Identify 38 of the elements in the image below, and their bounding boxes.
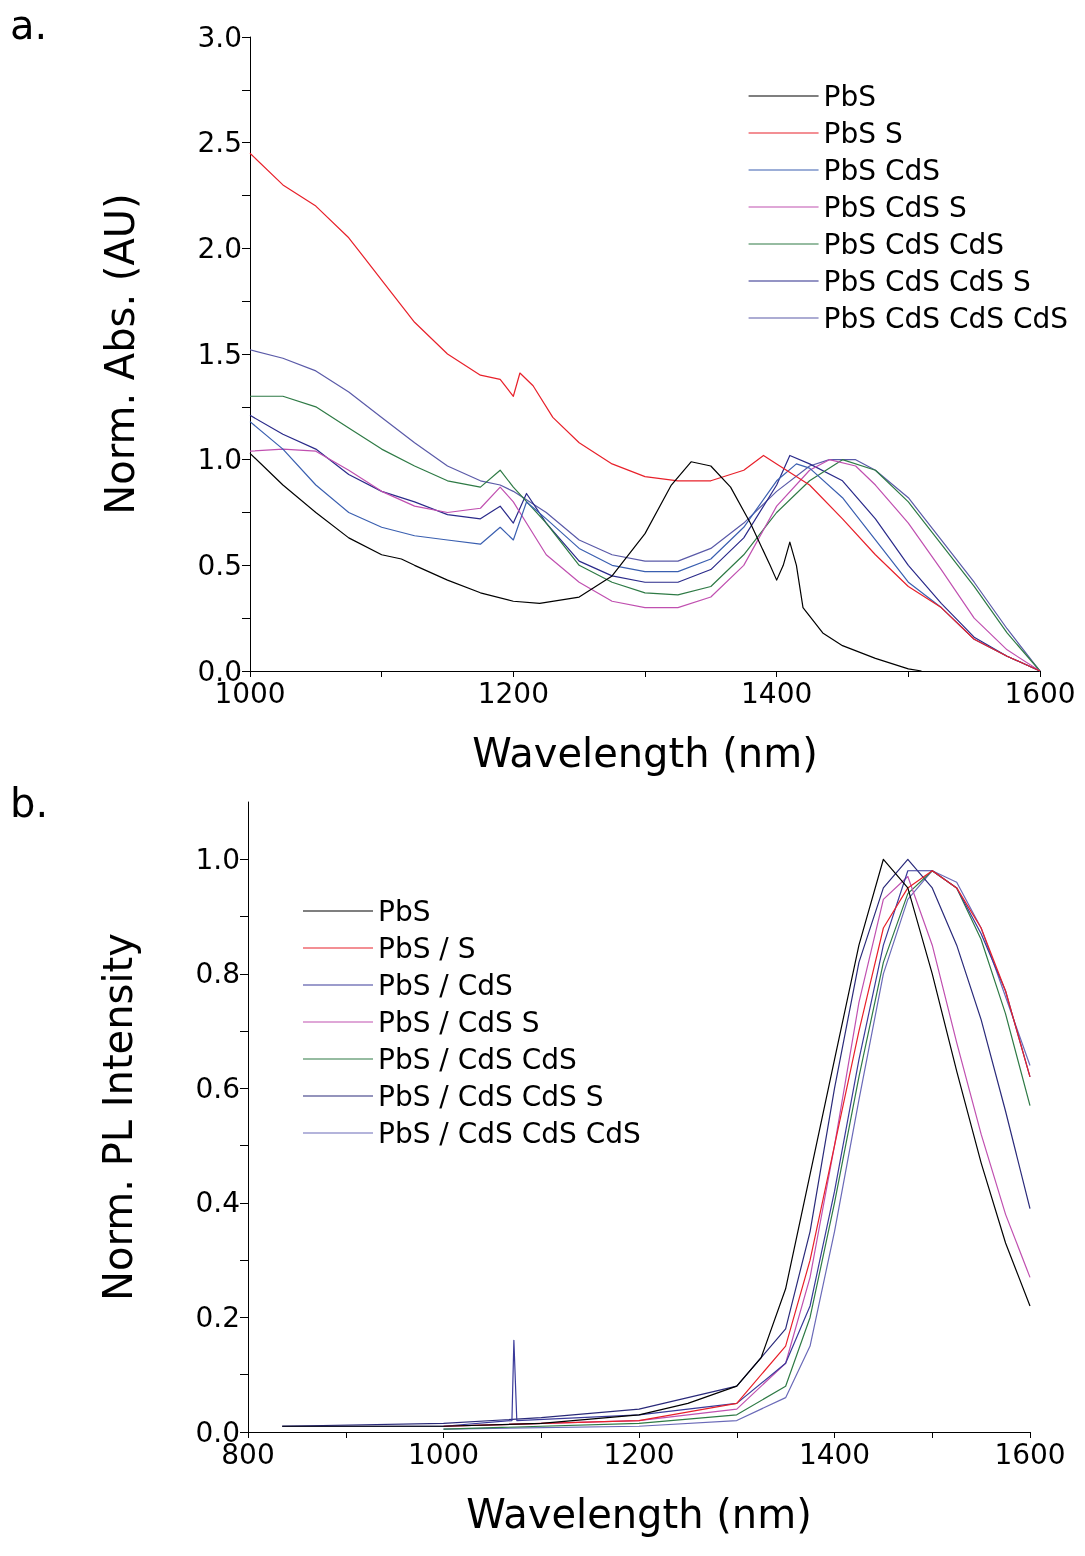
y-tick-label: 1.0 bbox=[197, 443, 242, 477]
y-tick-label: 1.5 bbox=[197, 337, 242, 371]
legend-label: PbS bbox=[378, 894, 431, 928]
legend-label: PbS CdS CdS S bbox=[823, 264, 1031, 298]
text: b. bbox=[10, 780, 49, 826]
y-tick-label: 0.8 bbox=[195, 957, 240, 991]
y-tick-label: 3.0 bbox=[197, 20, 242, 54]
x-tick-label: 1200 bbox=[477, 676, 549, 710]
legend-label: PbS CdS CdS bbox=[823, 227, 1005, 261]
legend-label: PbS / CdS bbox=[378, 968, 513, 1002]
legend-label: PbS / CdS S bbox=[378, 1005, 540, 1039]
legend-label: PbS / CdS CdS CdS bbox=[378, 1116, 641, 1150]
legend-label: PbS CdS S bbox=[823, 190, 967, 224]
text: a. bbox=[10, 2, 48, 48]
x-tick-label: 1600 bbox=[994, 1437, 1066, 1471]
y-axis-title: Norm. Abs. (AU) bbox=[97, 193, 143, 515]
x-tick-label: 1600 bbox=[1004, 676, 1076, 710]
x-tick-label: 1000 bbox=[407, 1437, 480, 1471]
legend-label: PbS / CdS CdS bbox=[378, 1042, 577, 1076]
legend-label: PbS / CdS CdS S bbox=[378, 1079, 604, 1113]
y-tick-label: 2.0 bbox=[197, 231, 242, 265]
y-tick-label: 0.4 bbox=[195, 1186, 240, 1220]
legend-label: PbS S bbox=[823, 116, 903, 150]
legend-label: PbS / S bbox=[378, 931, 476, 965]
legend-label: PbS CdS CdS CdS bbox=[823, 301, 1069, 335]
y-tick-label: 0.5 bbox=[197, 548, 242, 582]
x-axis-title: Wavelength (nm) bbox=[466, 1491, 812, 1537]
x-tick-label: 1400 bbox=[741, 676, 813, 710]
x-axis-title: Wavelength (nm) bbox=[472, 730, 818, 776]
y-axis-title: Norm. PL Intensity bbox=[95, 933, 141, 1301]
x-tick-label: 1200 bbox=[603, 1437, 675, 1471]
x-tick-label: 1400 bbox=[798, 1437, 871, 1471]
y-tick-label: 1.0 bbox=[195, 842, 240, 876]
y-tick-label: 0.6 bbox=[195, 1071, 240, 1105]
y-tick-label: 2.5 bbox=[197, 126, 242, 160]
y-tick-label: 0.2 bbox=[195, 1300, 240, 1334]
legend-label: PbS CdS bbox=[823, 153, 941, 187]
legend-label: PbS bbox=[823, 79, 877, 113]
